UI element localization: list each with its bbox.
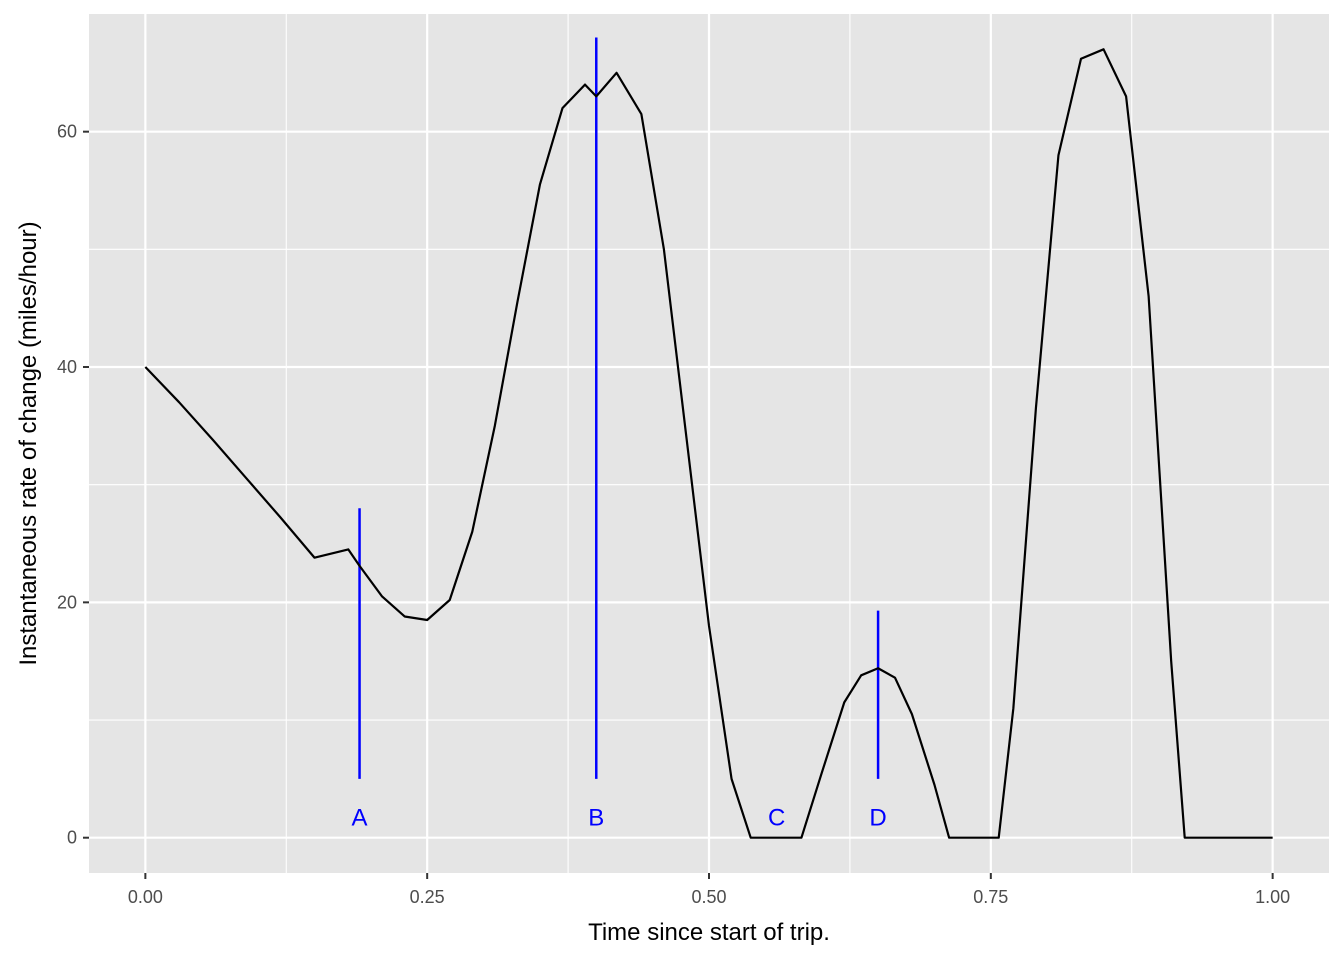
marker-label-d: D (869, 805, 886, 832)
y-tick-label: 20 (57, 592, 77, 612)
marker-label-c: C (768, 805, 785, 832)
y-tick-label: 0 (67, 828, 77, 848)
x-tick-label: 0.75 (973, 887, 1008, 907)
y-axis-title: Instantaneous rate of change (miles/hour… (15, 221, 42, 665)
marker-label-a: A (352, 805, 368, 832)
x-tick-label: 0.50 (691, 887, 726, 907)
x-axis-ticks: 0.00 0.25 0.50 0.75 1.00 (128, 873, 1290, 907)
x-tick-label: 1.00 (1255, 887, 1290, 907)
x-tick-label: 0.25 (410, 887, 445, 907)
marker-lines (358, 37, 880, 779)
major-gridlines (89, 14, 1329, 873)
marker-label-b: B (588, 805, 604, 832)
series-line (144, 48, 1273, 839)
y-axis-ticks: 0 20 40 60 (57, 122, 89, 848)
x-axis-title: Time since start of trip. (588, 919, 830, 946)
y-tick-label: 40 (57, 357, 77, 377)
marker-labels: A B C D (352, 805, 887, 832)
y-tick-label: 60 (57, 122, 77, 142)
x-tick-label: 0.00 (128, 887, 163, 907)
